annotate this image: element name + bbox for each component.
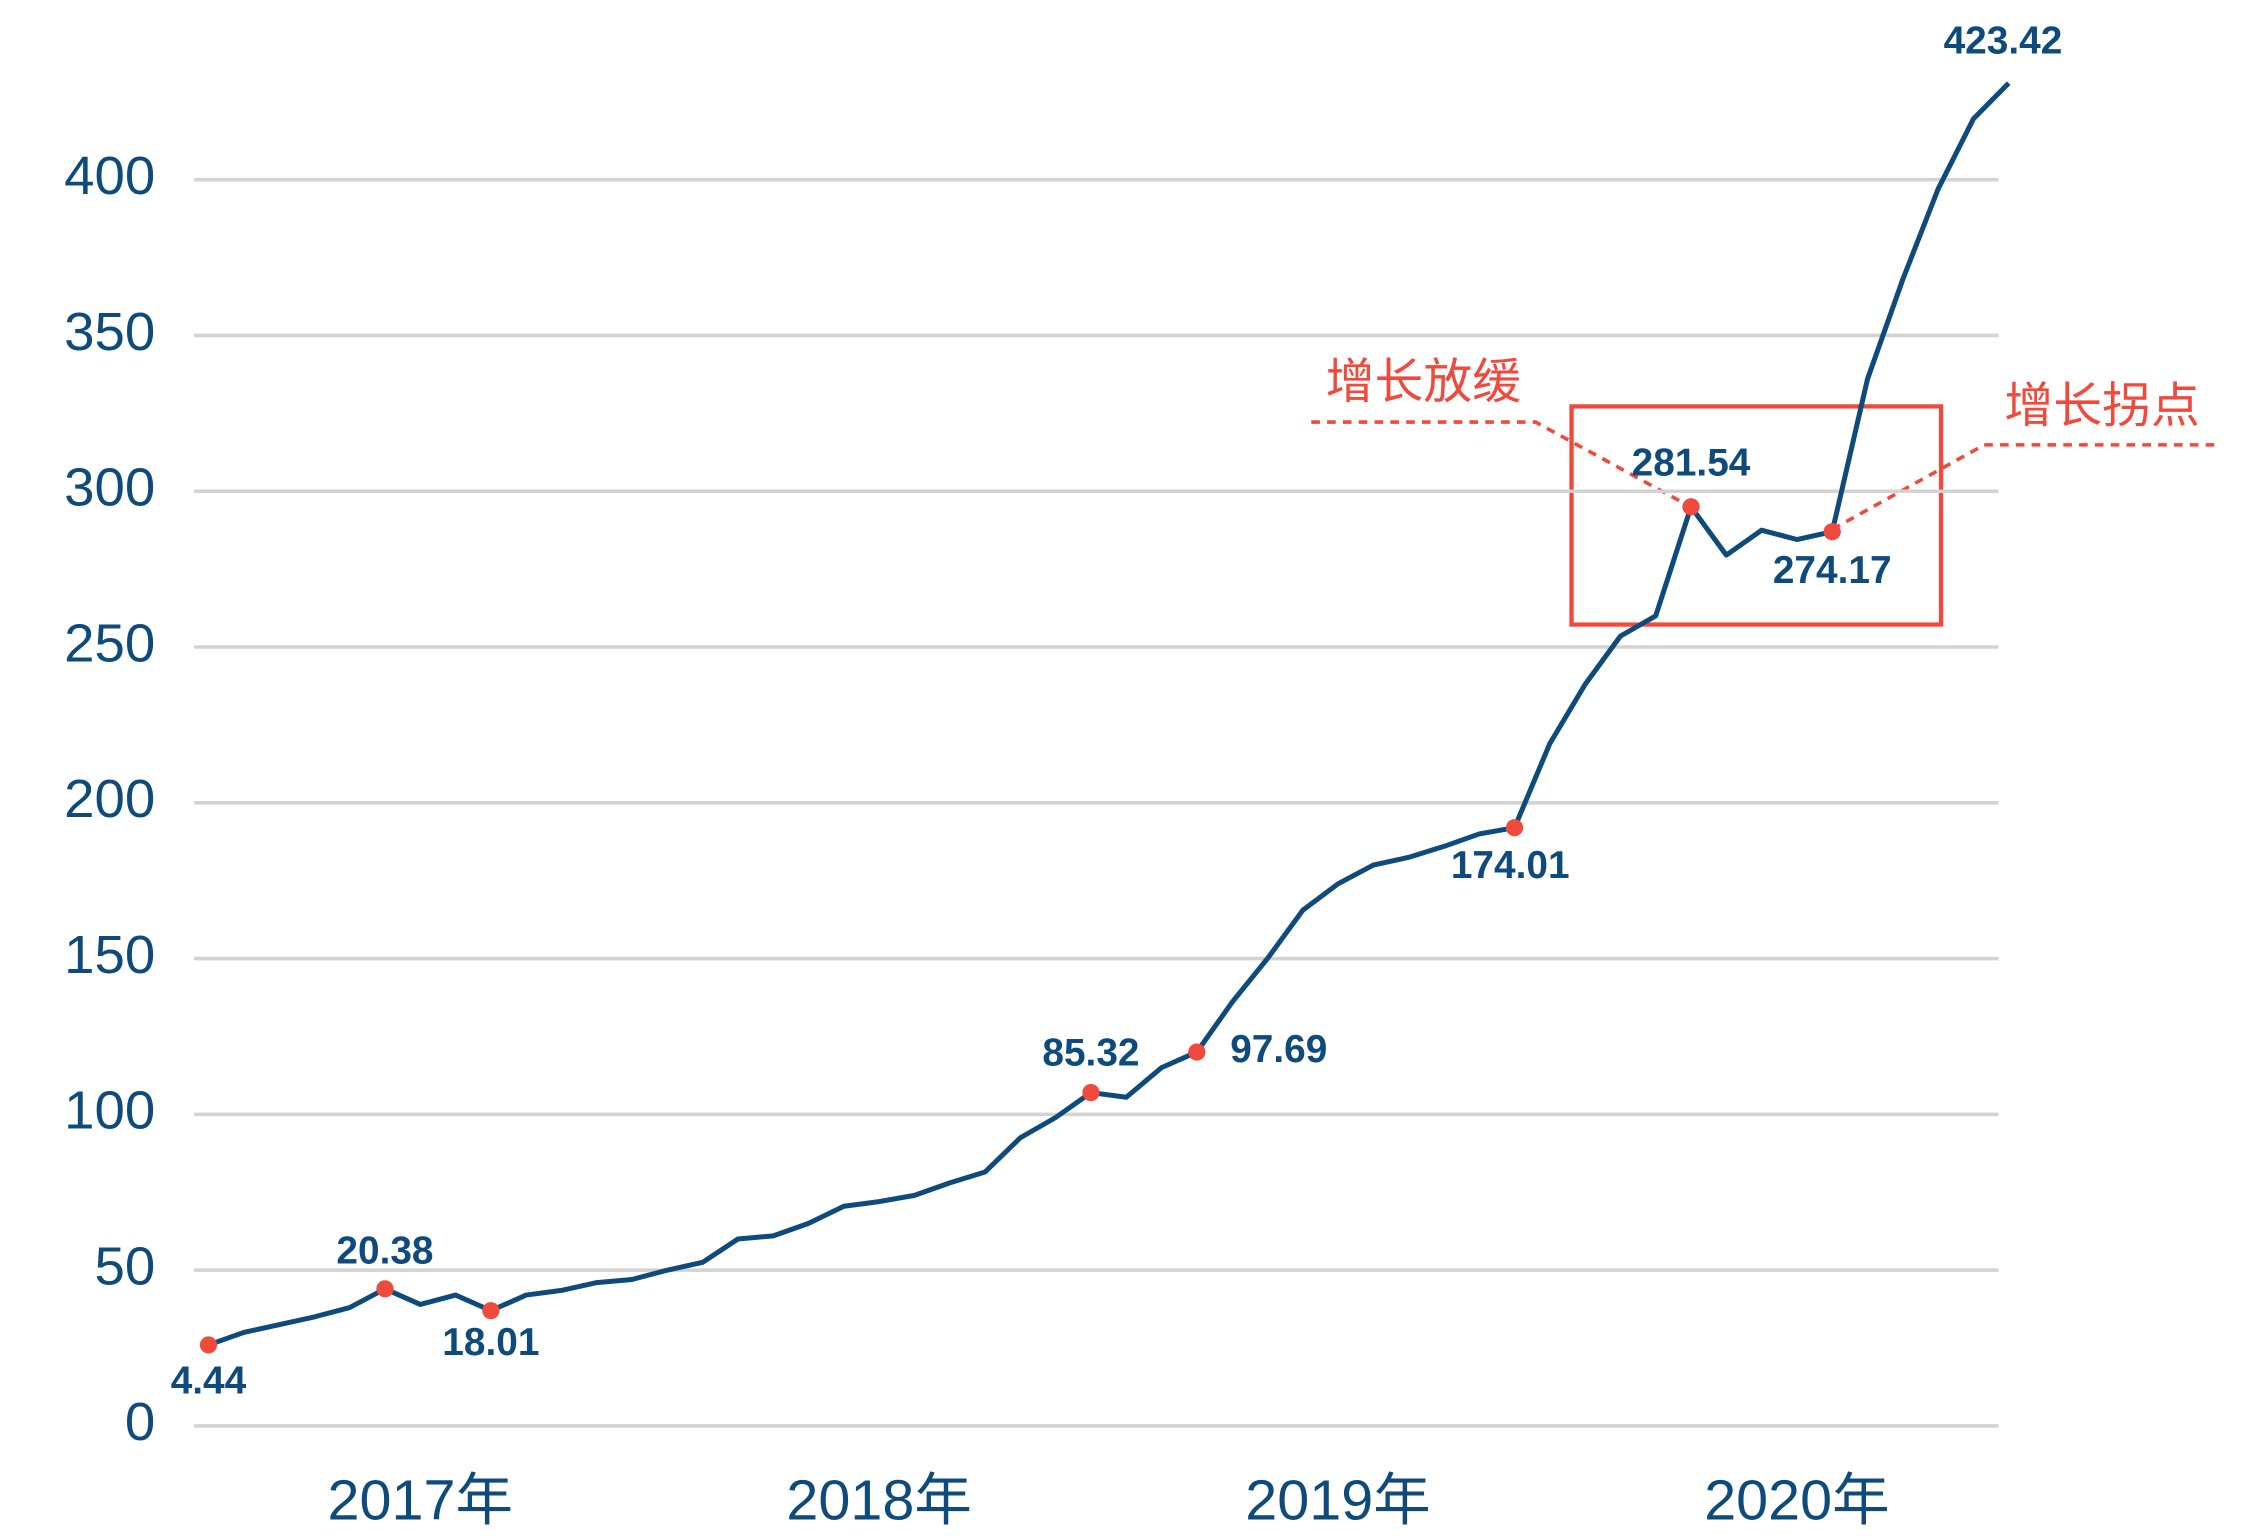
highlight-point [1188,1043,1206,1061]
annotation: 281.54 [1632,442,1751,485]
annotation: 18.01 [442,1321,539,1364]
x-tick-label: 2019年 [1245,1469,1430,1533]
annotation: 174.01 [1451,844,1570,887]
annotation: 4.44 [171,1360,247,1403]
y-tick-label: 250 [64,613,155,674]
x-tick-label: 2017年 [328,1469,513,1533]
x-tick-label: 2020年 [1704,1469,1889,1533]
annotation: 85.32 [1042,1032,1139,1075]
callout-label: 增长放缓 [1326,355,1522,409]
callout-label: 增长拐点 [2004,379,2200,433]
callout-line [1829,443,2215,532]
callout-line [1311,420,1691,508]
x-tick-label: 2018年 [786,1469,971,1533]
highlight-point [1505,819,1524,837]
annotation: 97.69 [1230,1028,1327,1071]
line [207,81,2011,1348]
y-tick-label: 150 [64,924,155,985]
highlight-point [376,1280,394,1298]
y-tick-label: 0 [125,1391,155,1452]
highlight-point [1682,498,1700,516]
y-tick-label: 300 [64,457,155,518]
annotation: 423.42 [1944,19,2063,62]
y-tick-label: 200 [64,768,155,829]
y-tick-label: 350 [64,301,155,362]
highlight-point [482,1302,500,1320]
annotation: 20.38 [336,1230,433,1273]
highlight-box [1569,404,1944,627]
y-tick-label: 400 [64,145,155,206]
highlight-point [1082,1083,1100,1102]
highlight-point [1823,523,1841,541]
y-tick-label: 100 [64,1080,155,1141]
annotation: 274.17 [1773,549,1892,592]
y-tick-label: 50 [95,1236,156,1297]
highlight-point [199,1336,218,1354]
